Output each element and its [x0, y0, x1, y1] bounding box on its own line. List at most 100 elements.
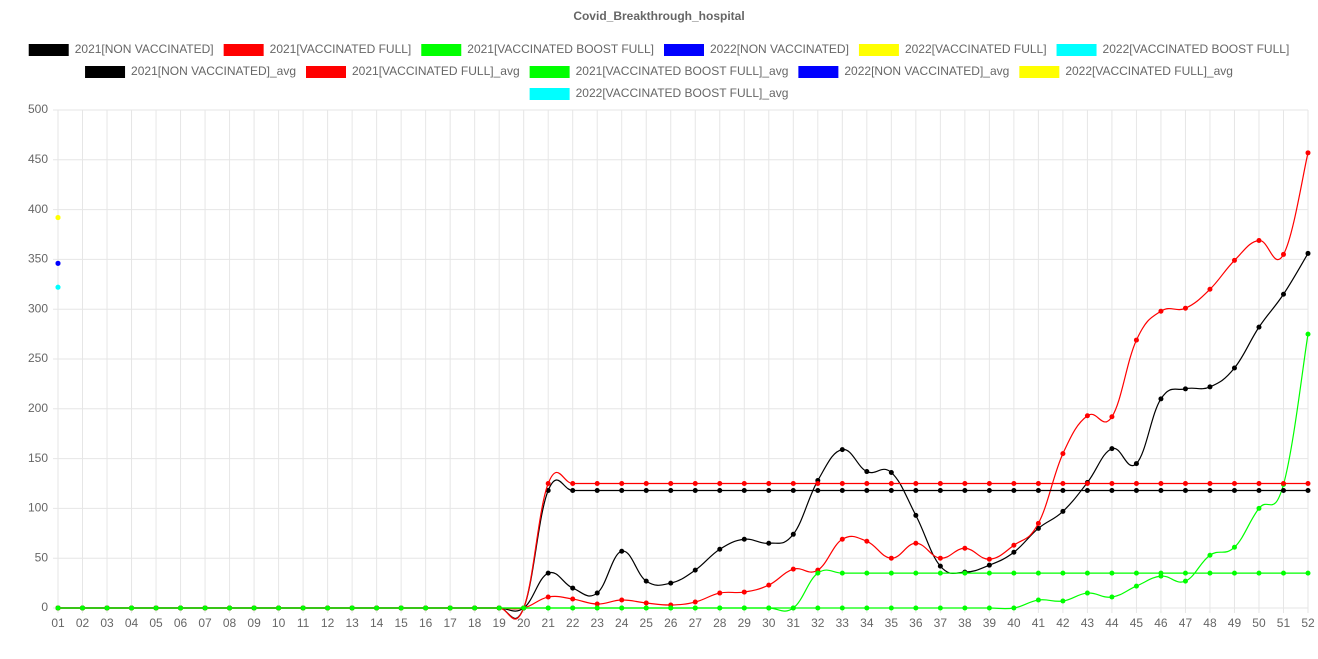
- x-tick-label: 23: [591, 616, 605, 630]
- data-point: [864, 605, 870, 611]
- x-tick-label: 29: [738, 616, 752, 630]
- x-tick-label: 45: [1130, 616, 1144, 630]
- series-line: [57, 334, 1309, 610]
- data-point: [619, 481, 625, 486]
- x-tick-label: 20: [517, 616, 531, 630]
- data-point: [1109, 481, 1115, 486]
- data-point: [251, 605, 257, 611]
- data-point: [1109, 487, 1115, 493]
- data-point: [668, 580, 674, 586]
- data-point: [766, 605, 772, 611]
- data-point: [1280, 487, 1286, 493]
- chart-title: Covid_Breakthrough_hospital: [573, 9, 744, 23]
- x-tick-label: 33: [836, 616, 850, 630]
- legend-swatch: [223, 44, 264, 56]
- legend-swatch: [28, 44, 69, 56]
- data-point: [1158, 308, 1164, 314]
- data-point: [717, 590, 723, 596]
- data-point: [766, 481, 772, 486]
- data-point: [1280, 251, 1286, 257]
- x-tick-label: 32: [811, 616, 825, 630]
- legend-item: 2022[VACCINATED BOOST FULL]: [1056, 42, 1290, 56]
- data-point: [545, 594, 551, 600]
- data-point: [692, 481, 698, 486]
- x-tick-label: 38: [958, 616, 972, 630]
- x-tick-label: 02: [76, 616, 90, 630]
- data-point: [1133, 570, 1139, 576]
- x-tick-label: 52: [1301, 616, 1315, 630]
- data-point: [398, 605, 404, 611]
- x-tick-label: 47: [1179, 616, 1193, 630]
- data-point: [692, 605, 698, 611]
- x-tick-label: 31: [787, 616, 801, 630]
- data-point: [741, 605, 747, 611]
- data-point: [1060, 487, 1066, 493]
- data-point: [1182, 305, 1188, 311]
- legend-label: 2022[VACCINATED BOOST FULL]: [1103, 42, 1290, 56]
- x-tick-label: 43: [1081, 616, 1095, 630]
- data-point: [815, 487, 821, 493]
- x-tick-label: 24: [615, 616, 629, 630]
- y-tick-label: 0: [41, 600, 48, 614]
- legend-label: 2021[NON VACCINATED]_avg: [131, 64, 296, 78]
- data-point: [1305, 570, 1311, 576]
- data-point: [815, 605, 821, 611]
- data-point: [1109, 594, 1115, 600]
- x-tick-label: 26: [664, 616, 678, 630]
- data-point: [1305, 487, 1311, 493]
- data-point: [888, 605, 894, 611]
- x-tick-label: 13: [345, 616, 359, 630]
- data-point: [913, 540, 919, 546]
- data-point: [545, 481, 551, 486]
- data-point: [1109, 570, 1115, 576]
- data-point: [1084, 481, 1090, 486]
- data-point: [888, 570, 894, 576]
- legend-swatch: [858, 44, 899, 56]
- data-point: [423, 605, 429, 611]
- data-point: [619, 605, 625, 611]
- data-point: [937, 570, 943, 576]
- data-point: [839, 570, 845, 576]
- data-point: [1207, 570, 1213, 576]
- legend-swatch: [798, 66, 839, 78]
- data-point: [1158, 481, 1164, 486]
- data-point: [790, 487, 796, 493]
- data-point: [1011, 481, 1017, 486]
- data-point: [692, 599, 698, 605]
- data-point: [1256, 481, 1262, 486]
- data-point: [1060, 481, 1066, 486]
- legend-item: 2022[VACCINATED FULL]_avg: [1019, 64, 1233, 78]
- data-point: [741, 487, 747, 493]
- x-tick-label: 51: [1277, 616, 1291, 630]
- x-tick-label: 25: [640, 616, 654, 630]
- legend-item: 2021[VACCINATED FULL]: [223, 42, 411, 56]
- data-point: [888, 555, 894, 561]
- series-line: [57, 471, 1308, 620]
- data-point: [594, 487, 600, 493]
- data-point: [325, 605, 331, 611]
- series-line: [57, 152, 1309, 610]
- data-point: [55, 215, 61, 221]
- legend-swatch: [421, 44, 462, 56]
- legend-label: 2022[NON VACCINATED]: [710, 42, 849, 56]
- data-point: [717, 487, 723, 493]
- data-point: [962, 605, 968, 611]
- data-point: [55, 605, 61, 611]
- y-tick-label: 100: [28, 501, 48, 515]
- legend-item: 2022[VACCINATED BOOST FULL]_avg: [529, 86, 788, 100]
- data-point: [1158, 570, 1164, 576]
- data-point: [937, 605, 943, 611]
- data-point: [986, 605, 992, 611]
- data-point: [1231, 544, 1237, 550]
- legend-item: 2021[NON VACCINATED]: [28, 42, 214, 56]
- data-point: [104, 605, 110, 611]
- y-tick-label: 350: [28, 252, 48, 266]
- data-point: [692, 487, 698, 493]
- data-point: [790, 531, 796, 537]
- x-tick-label: 46: [1154, 616, 1168, 630]
- data-point: [1207, 286, 1213, 292]
- legend-item: 2021[VACCINATED BOOST FULL]: [421, 42, 654, 56]
- data-point: [374, 605, 380, 611]
- data-point: [129, 605, 135, 611]
